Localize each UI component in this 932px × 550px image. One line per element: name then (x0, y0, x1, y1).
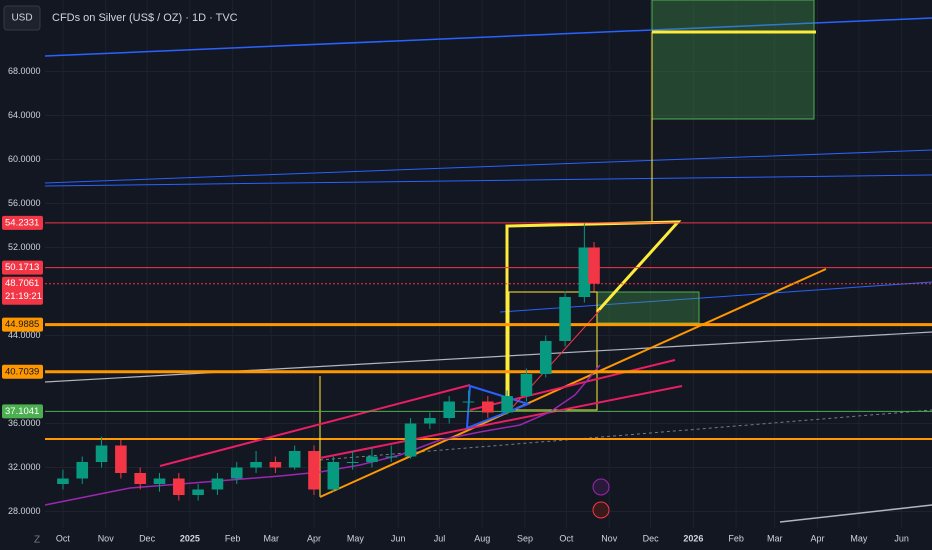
x-tick-label: 2025 (180, 533, 200, 543)
target-box (596, 291, 700, 324)
y-tick-label: 52.0000 (8, 242, 41, 252)
candle-body (173, 478, 185, 495)
trendline (159, 384, 471, 467)
timezone-label: Z (34, 535, 40, 546)
trendline (499, 281, 932, 313)
x-tick-label: Apr (810, 533, 824, 543)
x-tick-label: Dec (643, 533, 660, 543)
x-tick-label: Jul (434, 533, 446, 543)
candle-body (539, 341, 552, 374)
projection-line (505, 220, 682, 410)
x-tick-label: Mar (767, 533, 783, 543)
event-icon[interactable] (592, 478, 610, 496)
candle-body (134, 473, 146, 484)
candle-body (250, 462, 262, 468)
axes: 68.0000 64.0000 60.0000 56.0000 52.0000 44.00… (2, 66, 909, 543)
price-level-tag (2, 215, 43, 230)
x-tick-label: Mar (263, 533, 279, 543)
currency-box[interactable] (3, 5, 41, 31)
candle-body (288, 451, 301, 468)
x-tick-label: Feb (225, 533, 241, 543)
candle-body (559, 297, 571, 341)
candle-body (230, 467, 243, 479)
trendline (44, 331, 932, 383)
candles (57, 223, 600, 501)
candle-body (385, 456, 398, 458)
x-tick-label: Oct (56, 533, 71, 543)
candle-body (327, 462, 340, 490)
candle-body (153, 478, 166, 484)
trendline (44, 17, 932, 57)
y-tick-label: 36.0000 (8, 418, 41, 428)
x-tick-label: May (347, 533, 365, 543)
price-level-label: 37.1041 (5, 406, 39, 417)
candle-body (578, 247, 591, 297)
price-level-tag (2, 260, 43, 275)
candle-body (57, 478, 69, 484)
y-tick-label: 56.0000 (8, 198, 41, 208)
x-tick-label: Sep (517, 533, 533, 543)
x-tick-label: Jun (894, 533, 909, 543)
candle-body (115, 445, 127, 473)
candle-body (482, 401, 494, 413)
currency: USD (11, 13, 32, 24)
candle-body (211, 478, 224, 490)
chart-title: CFDs on Silver (US$ / OZ) · 1D · TVC (52, 12, 238, 24)
drawings (44, 0, 932, 523)
price-level-tag (2, 276, 43, 305)
x-tick-label: Dec (139, 533, 156, 543)
price-level-label: 50.1713 (5, 262, 39, 273)
x-tick-label: Jun (391, 533, 406, 543)
candle-body (192, 489, 204, 495)
candle-body (308, 451, 320, 490)
candle-body (588, 247, 600, 284)
x-tick-label: Nov (601, 533, 618, 543)
candle-body (443, 401, 455, 418)
x-tick-label: Apr (307, 533, 321, 543)
candle-body (404, 423, 417, 457)
trendline (44, 174, 932, 187)
price-level-tag (2, 404, 43, 419)
x-tick-label: Nov (98, 533, 115, 543)
x-tick-label: Oct (559, 533, 574, 543)
trendline (779, 504, 932, 523)
trendline (319, 268, 827, 498)
x-tick-label: Feb (728, 533, 744, 543)
price-level-label: 44.9885 (5, 319, 39, 330)
y-tick-label: 68.0000 (8, 66, 41, 76)
time-axis (0, 528, 932, 550)
moving-average (44, 364, 601, 506)
candle-body (366, 456, 378, 462)
price-level-label: 40.7039 (5, 366, 39, 377)
y-tick-label: 60.0000 (8, 154, 41, 164)
candle-body (462, 401, 475, 403)
candle-body (520, 374, 533, 396)
candle-body (76, 462, 89, 479)
countdown-label: 21:19:21 (5, 291, 42, 302)
y-tick-label: 32.0000 (8, 462, 41, 472)
y-tick-label: 64.0000 (8, 110, 41, 120)
candle-body (346, 462, 359, 463)
y-tick-label: 28.0000 (8, 506, 41, 516)
price-level-label: 54.2331 (5, 217, 39, 228)
x-tick-label: 2026 (683, 533, 703, 543)
y-tick-label: 44.0000 (8, 330, 41, 340)
x-tick-label: Aug (474, 533, 490, 543)
candle-body (501, 396, 513, 413)
price-level-tag (2, 317, 43, 332)
candle-body (269, 462, 282, 468)
trendline (319, 385, 683, 459)
candle-body (95, 445, 108, 462)
trendline (44, 149, 932, 184)
price-level-label: 48.7061 (5, 278, 39, 289)
event-icon[interactable] (592, 501, 610, 519)
price-level-tag (2, 364, 43, 379)
candle-body (424, 418, 436, 424)
target-box (651, 0, 815, 120)
x-tick-label: May (850, 533, 868, 543)
